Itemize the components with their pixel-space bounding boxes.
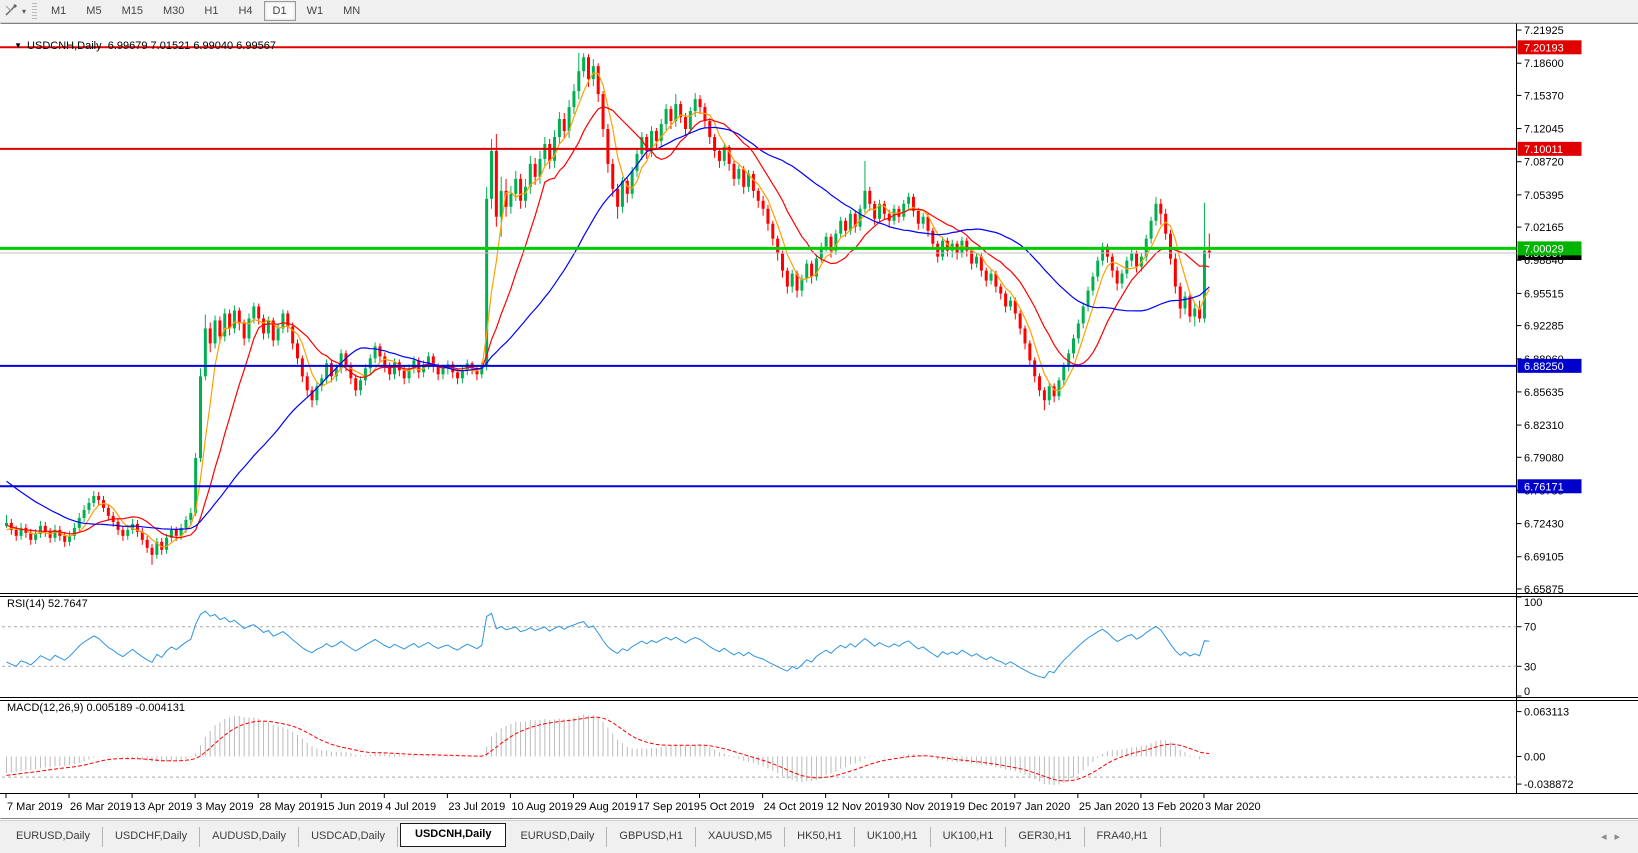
tab-scroll-right-icon[interactable]: ▸ bbox=[1614, 831, 1628, 843]
chart-title: ▼ USDCNH,Daily 6.99679 7.01521 6.99040 6.… bbox=[8, 28, 276, 52]
chart-tab-gbpusd-h1-6[interactable]: GBPUSD,H1 bbox=[607, 827, 696, 847]
chart-tab-xauusd-m5-7[interactable]: XAUUSD,M5 bbox=[696, 827, 786, 847]
chart-tab-usdcnh-daily-4[interactable]: USDCNH,Daily bbox=[400, 823, 507, 847]
rsi-indicator-label: RSI(14) 52.7647 bbox=[7, 598, 88, 610]
chart-tab-usdchf-daily-1[interactable]: USDCHF,Daily bbox=[103, 827, 201, 847]
symbol-collapse-icon[interactable]: ▼ bbox=[14, 41, 23, 50]
timeframe-button-m15[interactable]: M15 bbox=[121, 5, 143, 17]
crosshair-cursor-icon[interactable]: ▾ bbox=[4, 4, 26, 18]
timeframe-button-d1[interactable]: D1 bbox=[263, 1, 296, 21]
chart-tab-hk50-h1-8[interactable]: HK50,H1 bbox=[785, 827, 855, 847]
timeframe-toolbar: ▾ M1 M5 M15 M30 H1 H4 D1 W1 MN bbox=[0, 0, 1638, 23]
cursor-dropdown-arrow[interactable]: ▾ bbox=[22, 6, 27, 16]
chart-tab-eurusd-daily-5[interactable]: EURUSD,Daily bbox=[508, 827, 608, 847]
timeframe-button-m30[interactable]: M30 bbox=[162, 5, 185, 17]
tab-scroll-left-icon[interactable]: ◂ bbox=[1600, 831, 1615, 843]
timeframe-button-m5[interactable]: M5 bbox=[86, 5, 102, 17]
chart-tab-uk100-h1-10[interactable]: UK100,H1 bbox=[931, 827, 1007, 847]
chart-tab-bar: EURUSD,Daily USDCHF,Daily AUDUSD,Daily USDC… bbox=[0, 820, 1638, 853]
timeframe-button-h1[interactable]: H1 bbox=[204, 5, 219, 17]
macd-indicator-label: MACD(12,26,9) 0.005189 -0.004131 bbox=[7, 702, 185, 714]
chart-tab-audusd-daily-2[interactable]: AUDUSD,Daily bbox=[200, 827, 300, 847]
chart-tab-eurusd-daily-0[interactable]: EURUSD,Daily bbox=[4, 827, 103, 847]
chart-tab-uk100-h1-9[interactable]: UK100,H1 bbox=[855, 827, 931, 847]
chart-title-text: USDCNH,Daily 6.99679 7.01521 6.99040 6.9… bbox=[27, 40, 276, 52]
chart-tab-usdcad-daily-3[interactable]: USDCAD,Daily bbox=[299, 827, 399, 847]
timeframe-button-w1[interactable]: W1 bbox=[306, 5, 324, 17]
chart-tab-ger30-h1-11[interactable]: GER30,H1 bbox=[1006, 827, 1085, 847]
tab-scroll-arrows[interactable]: ◂▸ bbox=[1601, 830, 1628, 843]
toolbar-grip[interactable] bbox=[32, 3, 38, 19]
chart-window[interactable] bbox=[0, 23, 1638, 820]
timeframe-button-mn[interactable]: MN bbox=[343, 5, 361, 17]
timeframe-button-m1[interactable]: M1 bbox=[51, 5, 67, 17]
crosshair-icon bbox=[5, 4, 17, 16]
timeframe-button-h4[interactable]: H4 bbox=[238, 5, 253, 17]
chart-tab-fra40-h1-12[interactable]: FRA40,H1 bbox=[1085, 827, 1161, 847]
